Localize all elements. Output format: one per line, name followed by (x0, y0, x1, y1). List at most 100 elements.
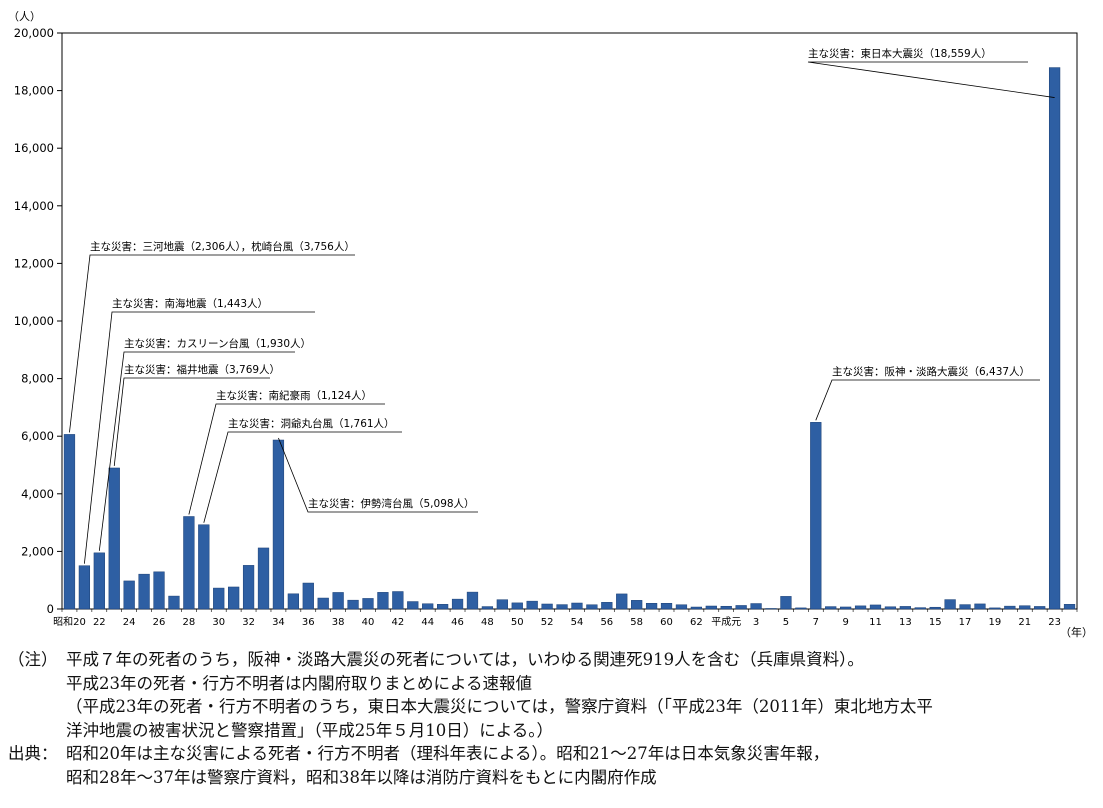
bar (571, 602, 583, 610)
annotation-label: 主な災害：南海地震（1,443人） (112, 297, 268, 310)
annotation-label: 主な災害：阪神・淡路大震災（6,437人） (832, 365, 1030, 378)
y-tick-label: 6,000 (21, 429, 54, 443)
annotation-leader (83, 311, 315, 564)
bar (481, 606, 494, 610)
x-tick-label: 44 (421, 617, 434, 628)
bar (302, 582, 314, 610)
bar (422, 603, 434, 610)
bar (660, 603, 673, 610)
bar (914, 607, 926, 610)
bar (272, 439, 285, 610)
x-axis: 昭和20 22 24 26 28 30 32 34 36 38 40 42 44 46 48 50 52 54 56… (53, 609, 1078, 628)
x-tick-label: 30 (212, 617, 225, 628)
annotation-label: 主な災害：三河地震（2,306人），枕崎台風（3,756人） (90, 240, 355, 253)
y-tick-label: 2,000 (21, 544, 54, 558)
disaster-annotations: 主な災害：三河地震（2,306人），枕崎台風（3,756人） 主な災害：南海地震（… (69, 47, 1055, 564)
bar (287, 593, 299, 610)
x-tick-label: 17 (959, 617, 972, 628)
y-tick-label: 12,000 (14, 256, 54, 270)
x-tick-label: 平成元 (711, 616, 741, 628)
x-tick-label: 42 (391, 617, 404, 628)
x-tick-label: 21 (1018, 617, 1031, 628)
bar (93, 552, 105, 610)
annotation-leader (807, 61, 1055, 98)
note-line: 平成23年の死者・行方不明者は内閣府取りまとめによる速報値 (66, 673, 533, 693)
note-line: 平成７年の死者のうち，阪神・淡路大震災の死者については，いわゆる関連死919人を… (66, 650, 864, 669)
y-tick-label: 16,000 (14, 141, 54, 155)
x-tick-label: 56 (600, 617, 613, 628)
bar (690, 606, 702, 610)
note-row-2: 平成23年の死者・行方不明者は内閣府取りまとめによる速報値 (8, 672, 1100, 696)
x-tick-label: 19 (989, 617, 1002, 628)
y-tick-label: 8,000 (21, 372, 54, 386)
bar (1019, 605, 1031, 610)
bar (437, 604, 449, 610)
bar (257, 547, 270, 610)
bar (377, 592, 389, 610)
annotation-label: 主な災害：洞爺丸台風（1,761人） (228, 417, 395, 430)
bar (1004, 605, 1016, 610)
annotation-label: 主な災害：東日本大震災（18,559人） (808, 47, 992, 60)
annotation-label: 主な災害：カスリーン台風（1,930人） (124, 337, 311, 350)
bar (720, 605, 732, 610)
source-label: 出典： (8, 744, 58, 763)
bar (1048, 67, 1061, 610)
x-tick-label: 11 (869, 617, 882, 628)
x-tick-label: 3 (753, 617, 759, 628)
x-tick-label: 50 (511, 617, 524, 628)
bar (138, 573, 150, 610)
bar-series (63, 67, 1076, 610)
bar (825, 606, 837, 610)
bar (810, 422, 822, 610)
plot-frame (61, 32, 1078, 610)
x-tick-label: 5 (783, 617, 789, 628)
y-axis: 0 2,000 4,000 6,000 8,000 10,000 12,000 14,000 1… (14, 26, 62, 616)
bar (765, 608, 777, 610)
note-label: （注） (8, 650, 58, 669)
x-tick-label: 46 (451, 617, 464, 628)
bar (242, 565, 255, 610)
y-tick-label: 14,000 (14, 199, 54, 213)
x-tick-label: 52 (541, 617, 554, 628)
y-tick-label: 4,000 (21, 487, 54, 501)
annotation-label: 主な災害：福井地震（3,769人） (124, 363, 280, 376)
note-row-1: （注） 平成７年の死者のうち，阪神・淡路大震災の死者については，いわゆる関連死9… (8, 648, 1100, 672)
source-row-2: 昭和28年～37年は警察庁資料，昭和38年以降は消防庁資料をもとに内閣府作成 (8, 766, 1100, 790)
x-axis-unit-label: （年） (1060, 625, 1093, 639)
bar (840, 606, 852, 610)
x-tick-label: 32 (242, 617, 255, 628)
bar (675, 604, 688, 610)
annotation-leader (815, 379, 1040, 421)
note-row-3: （平成23年の死者・行方不明者のうち，東日本大震災については，警察庁資料（「平成… (8, 695, 1100, 719)
bar (705, 605, 717, 610)
note-row-4: 洋沖地震の被害状況と警察措置」（平成25年５月10日）による。） (8, 719, 1100, 743)
bar (63, 434, 76, 610)
bar (750, 603, 762, 610)
bar (854, 605, 867, 610)
x-tick-label: 9 (842, 617, 848, 628)
bar (496, 599, 508, 610)
bar (198, 524, 210, 610)
x-tick-label: 54 (571, 617, 584, 628)
bar (586, 604, 598, 610)
bar (228, 586, 240, 610)
x-tick-label: 22 (93, 617, 106, 628)
bar (332, 592, 344, 610)
source-line: 昭和28年～37年は警察庁資料，昭和38年以降は消防庁資料をもとに内閣府作成 (66, 767, 657, 787)
source-row-1: 出典： 昭和20年は主な災害による死者・行方不明者（理科年表による）。昭和21～… (8, 742, 1100, 766)
bar (168, 595, 180, 610)
bar (153, 571, 165, 610)
bar (899, 606, 911, 610)
annotation-label: 主な災害：南紀豪雨（1,124人） (216, 389, 372, 402)
x-tick-label: 7 (813, 617, 819, 628)
source-line: 昭和20年は主な災害による死者・行方不明者（理科年表による）。昭和21～27年は… (66, 744, 830, 763)
x-tick-label: 昭和20 (53, 616, 86, 628)
bar (183, 516, 195, 610)
x-tick-label: 26 (153, 617, 166, 628)
x-tick-label: 62 (690, 617, 703, 628)
y-tick-label: 20,000 (14, 26, 54, 40)
note-line: （平成23年の死者・行方不明者のうち，東日本大震災については，警察庁資料（「平成… (66, 697, 933, 716)
x-tick-label: 36 (302, 617, 315, 628)
annotation-leader (278, 437, 478, 513)
bar (407, 601, 419, 610)
